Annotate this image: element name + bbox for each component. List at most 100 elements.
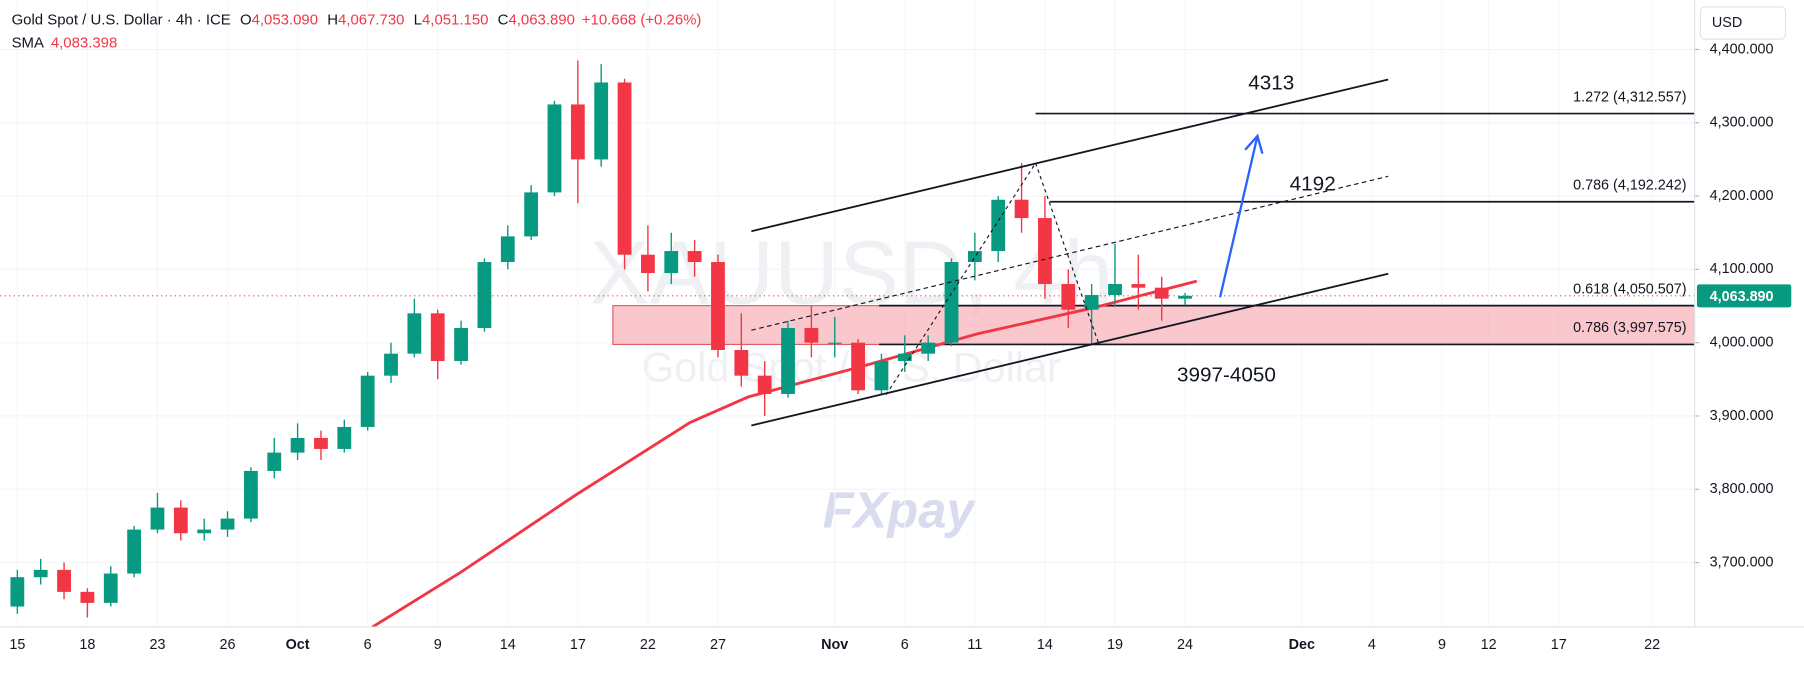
header-item: C (498, 12, 509, 29)
header-item: 4,051.150 (422, 12, 488, 29)
candle-body (360, 375, 375, 427)
currency-label: USD (1712, 15, 1742, 31)
candle-body (1131, 284, 1146, 288)
x-tick-label: Nov (821, 637, 848, 653)
header-item: 4,053.090 (252, 12, 318, 29)
y-tick-label: 4,400.000 (1710, 41, 1774, 57)
candle-body (570, 104, 585, 160)
candle-body (10, 577, 25, 607)
candle-body (921, 342, 936, 354)
fib-label: 1.272 (4,312.557) (1573, 89, 1686, 105)
candle-body (594, 82, 609, 160)
currency-button[interactable] (1699, 6, 1787, 40)
candle-body (874, 360, 889, 391)
x-tick-label: 18 (79, 637, 95, 653)
candle-body (1061, 284, 1076, 310)
header-item: L (414, 12, 422, 29)
annotation: 3997-4050 (1177, 364, 1276, 387)
price-box (1696, 284, 1792, 308)
zigzag (885, 162, 1037, 396)
candle-body (477, 262, 492, 329)
candle-body (1038, 218, 1052, 285)
candle-body (804, 328, 819, 343)
candle-body (220, 518, 235, 530)
candle-body (991, 199, 1006, 252)
header-item: +10.668 (+0.26%) (582, 12, 702, 29)
header-item: 4,063.890 (508, 12, 574, 29)
x-tick-label: 11 (967, 637, 982, 653)
header-item: Gold Spot / U.S. Dollar · 4h · ICE (12, 12, 231, 29)
y-tick-label: 3,900.000 (1710, 408, 1774, 424)
candle-body (127, 529, 142, 574)
candle-body (524, 192, 539, 237)
x-tick-label: 9 (434, 637, 442, 653)
header: Gold Spot / U.S. Dollar · 4h · ICE O4,053… (12, 12, 702, 29)
candle-body (500, 236, 515, 263)
header-item: O (240, 12, 252, 29)
candle-body (687, 251, 702, 263)
fib-label: 0.618 (4,050.507) (1573, 281, 1686, 297)
x-tick-label: 14 (500, 637, 516, 653)
x-tick-label: 9 (1438, 637, 1446, 653)
candle-body (944, 262, 959, 343)
candle-body (290, 437, 305, 453)
arrow-head (1244, 133, 1264, 155)
header-item: H (327, 12, 338, 29)
candle-body (150, 507, 165, 530)
header-item: 4,067.730 (338, 12, 404, 29)
candle-body (897, 353, 912, 361)
x-tick-label: 22 (1644, 637, 1660, 653)
candle-body (80, 591, 95, 603)
candle-body (664, 251, 679, 274)
x-tick-label: 14 (1037, 637, 1053, 653)
candle-body (173, 507, 188, 534)
zigzag (1035, 162, 1100, 344)
candle-body (734, 349, 749, 376)
fib-label: 0.786 (3,997.575) (1573, 320, 1686, 336)
y-tick-label: 3,800.000 (1710, 481, 1774, 497)
fib-label: 0.786 (4,192.242) (1573, 177, 1686, 193)
x-tick-label: 12 (1481, 637, 1497, 653)
x-tick-label: 23 (149, 637, 165, 653)
candle-body (267, 452, 282, 471)
candle-body (851, 342, 866, 391)
candle-body (711, 262, 725, 350)
arrow-shaft (1218, 135, 1259, 298)
candle-body (967, 251, 982, 263)
x-tick-label: 24 (1177, 637, 1193, 653)
x-tick-label: 22 (640, 637, 656, 653)
channel-midline (751, 175, 1389, 331)
candle-body (337, 426, 352, 449)
candle-body (57, 569, 71, 592)
watermark-logo: FXpay (823, 482, 978, 539)
candle-body (33, 569, 48, 578)
y-tick-label: 4,300.000 (1710, 115, 1774, 131)
candle-body (1178, 295, 1192, 299)
sma-line (371, 279, 1198, 627)
candle-body (407, 313, 422, 354)
candle-body (454, 328, 468, 361)
candle-body (1154, 287, 1169, 299)
sma-name: SMA (12, 35, 44, 52)
y-tick-label: 3,700.000 (1710, 554, 1774, 570)
x-tick-label: 26 (220, 637, 236, 653)
candle-body (757, 375, 772, 394)
candle-body (314, 437, 328, 449)
candle-body (827, 342, 842, 344)
y-tick-label: 4,000.000 (1710, 334, 1774, 350)
x-tick-label: 6 (364, 637, 372, 653)
x-tick-label: Dec (1289, 637, 1315, 653)
sma-legend: SMA 4,083.398 (12, 35, 118, 52)
channel-line (751, 272, 1389, 427)
candle-body (1014, 199, 1029, 219)
candle-body (1084, 295, 1099, 310)
x-tick-label: 6 (901, 637, 909, 653)
candle-body (197, 529, 212, 534)
candle-body (430, 313, 445, 361)
candle-body (547, 104, 562, 193)
y-tick-label: 4,200.000 (1710, 188, 1774, 204)
x-tick-label: 17 (1551, 637, 1567, 653)
